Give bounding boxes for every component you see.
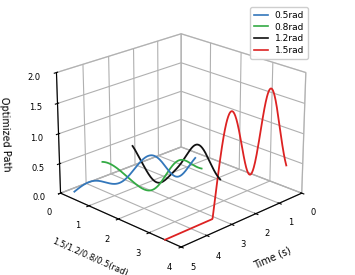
X-axis label: Time (s): Time (s) xyxy=(252,245,292,270)
Legend: 0.5rad, 0.8rad, 1.2rad, 1.5rad: 0.5rad, 0.8rad, 1.2rad, 1.5rad xyxy=(250,7,308,59)
Y-axis label: 1.5/1.2/0.8/0.5(rad): 1.5/1.2/0.8/0.5(rad) xyxy=(51,236,129,275)
